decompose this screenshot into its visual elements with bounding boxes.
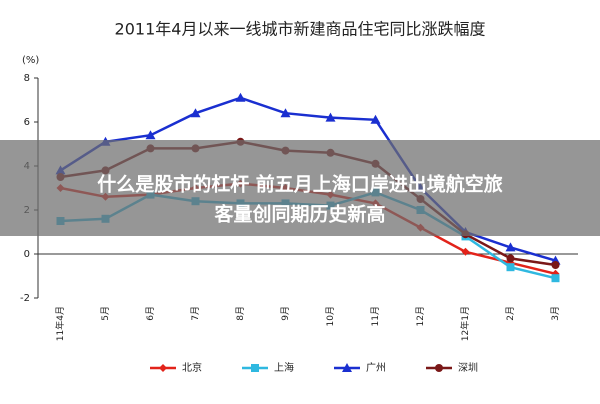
marker xyxy=(190,108,201,118)
banner-text: 什么是股市的杠杆 前五月上海口岸进出境航空旅 xyxy=(97,173,503,196)
x-tick-label: 6月 xyxy=(145,306,156,321)
marker xyxy=(325,112,336,122)
marker xyxy=(435,364,443,372)
marker xyxy=(461,247,470,256)
x-tick-label: 10月 xyxy=(325,306,336,326)
marker xyxy=(145,130,156,140)
marker xyxy=(342,363,352,372)
x-tick-label: 8月 xyxy=(235,306,246,321)
y-tick-label: 0 xyxy=(24,249,30,260)
legend-label: 深圳 xyxy=(458,362,478,374)
marker xyxy=(505,242,516,252)
marker xyxy=(506,254,515,263)
marker xyxy=(235,92,246,102)
y-tick-label: -2 xyxy=(20,293,30,304)
x-tick-label: 11年4月 xyxy=(54,306,66,341)
x-tick-label: 9月 xyxy=(280,306,291,321)
legend-item: 北京 xyxy=(150,361,202,374)
y-unit: (%) xyxy=(22,55,39,66)
legend-label: 北京 xyxy=(182,361,202,374)
x-tick-label: 2月 xyxy=(505,306,516,321)
x-tick-label: 12月 xyxy=(415,306,426,326)
x-tick-label: 7月 xyxy=(190,306,201,321)
marker xyxy=(280,108,291,118)
banner-text: 客量创同期历史新高 xyxy=(214,203,385,226)
y-tick-label: 8 xyxy=(24,73,30,84)
marker xyxy=(551,274,560,283)
marker xyxy=(251,364,259,372)
legend-item: 上海 xyxy=(242,361,294,374)
marker xyxy=(370,114,381,124)
x-tick-label: 11月 xyxy=(370,306,381,326)
legend-label: 上海 xyxy=(274,361,294,374)
legend-label: 广州 xyxy=(366,362,386,374)
legend-item: 深圳 xyxy=(426,362,478,374)
chart-title: 2011年4月以来一线城市新建商品住宅同比涨跌幅度 xyxy=(115,20,486,39)
marker xyxy=(506,263,515,272)
x-tick-label: 5月 xyxy=(100,306,111,321)
x-tick-label: 3月 xyxy=(550,306,561,321)
y-tick-label: 6 xyxy=(24,117,30,128)
legend-item: 广州 xyxy=(334,362,386,374)
x-tick-label: 12年1月 xyxy=(459,306,471,341)
marker xyxy=(159,364,167,372)
banner-background xyxy=(0,140,600,236)
marker xyxy=(551,261,560,269)
